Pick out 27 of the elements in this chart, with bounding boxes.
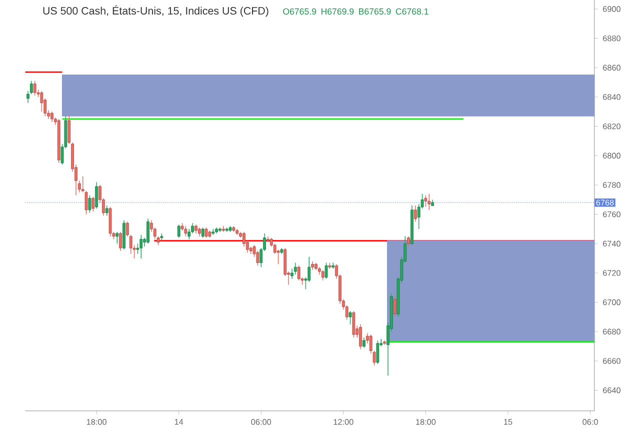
y-tick-label: 6840 — [603, 94, 620, 100]
y-tick-label: 6860 — [603, 64, 620, 71]
y-tick-label: 6800 — [603, 152, 620, 159]
y-tick-label: 6740 — [603, 240, 620, 247]
x-tick-label: 18:00 — [86, 419, 106, 425]
x-tick-label: 12:00 — [334, 419, 354, 425]
x-tick-label: 06:00 — [251, 419, 272, 425]
x-tick-label: 06:0 — [582, 419, 598, 425]
x-tick-label: 18:00 — [416, 419, 436, 425]
y-tick-label: 6900 — [603, 6, 620, 12]
x-tick-label: 14 — [174, 419, 184, 425]
y-tick-label: 6700 — [603, 299, 620, 306]
y-tick-label: 6640 — [603, 387, 620, 394]
y-tick-label: 6820 — [603, 123, 620, 130]
annotation: H6769.9 — [322, 8, 354, 15]
ref-line-label: 6768 — [596, 200, 614, 206]
text: US 500 Cash, États-Unis, 15, Indices US (CFD) — [43, 5, 268, 17]
y-tick-label: 6660 — [603, 358, 620, 364]
annotation: C6768.1 — [396, 8, 428, 15]
x-tick-label: 15 — [504, 419, 512, 425]
y-tick-label: 6880 — [603, 35, 620, 42]
y-tick-label: 6760 — [603, 211, 620, 218]
y-tick-label: 6680 — [603, 328, 620, 335]
y-tick-label: 6720 — [603, 270, 620, 276]
annotation: B6765.9 — [359, 8, 391, 15]
y-tick-label: 6780 — [603, 182, 620, 188]
annotation: O6765.9 — [283, 8, 316, 15]
